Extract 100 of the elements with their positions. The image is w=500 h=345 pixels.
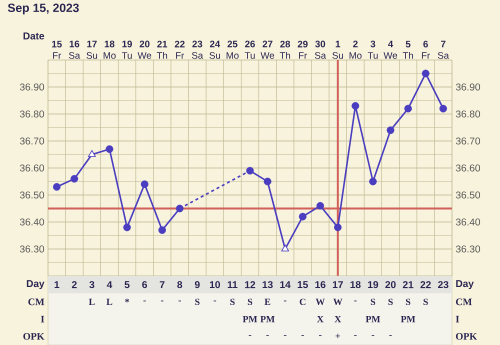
y-tick-label: CM [28, 298, 44, 306]
text: S [406, 298, 410, 306]
text: - [214, 300, 216, 302]
text: X [334, 316, 342, 322]
x-tick-label: 6 [142, 281, 148, 288]
x-tick-label: 6 Fr [422, 40, 430, 59]
point [176, 204, 184, 212]
x-tick-label: 19 [368, 281, 378, 288]
point [316, 202, 324, 210]
x-tick-label: 5 Th [402, 40, 414, 59]
x-tick-label: 29 Fr [298, 40, 308, 59]
text: S [388, 298, 393, 306]
x-tick-label: 3 [89, 281, 94, 288]
x-tick-label: 2 Mo [350, 40, 362, 59]
text: Day [456, 280, 474, 290]
y2-tick-label: I [456, 316, 460, 322]
text: - [266, 335, 269, 336]
x-tick-label: 28 Th [280, 40, 290, 59]
x-axis-title: Day [26, 280, 44, 290]
x-tick-label: 11 [228, 281, 238, 288]
x-tick-label: 20 [385, 281, 396, 288]
text: - [354, 300, 357, 302]
point [439, 104, 448, 112]
y-tick-label: I [40, 316, 44, 322]
y-tick-label: 36.90 [20, 83, 44, 91]
text: - [178, 300, 181, 302]
y-tick-label: OPK [23, 333, 44, 340]
x-tick-label: 18 [350, 281, 361, 288]
point [158, 226, 166, 234]
x-tick-label: 16 [315, 281, 326, 288]
x-tick-label: 4 [106, 281, 112, 288]
point [264, 178, 272, 186]
text: W [316, 298, 325, 306]
text: S [195, 298, 200, 306]
x-tick-label: 27 We [260, 40, 274, 59]
point [369, 178, 377, 186]
text: - [301, 335, 304, 336]
x-tick-label: 10 [210, 281, 220, 288]
x-tick-label: 24 Su [210, 40, 220, 59]
text: X [317, 316, 324, 322]
x-tick-label: 2 [72, 281, 77, 288]
point [246, 166, 254, 174]
text: * [125, 298, 130, 302]
text: L [88, 298, 95, 305]
x-tick-label: 8 [177, 281, 182, 288]
text: - [284, 335, 286, 336]
x-tick-label: 1 [54, 281, 60, 288]
text: - [143, 300, 146, 302]
y2-tick-label: 36.90 [456, 83, 480, 91]
text: PM [242, 316, 258, 322]
y-tick-label: 36.70 [20, 137, 44, 145]
text: E [264, 298, 270, 305]
x-tick-label: 16 Sa [68, 40, 80, 59]
x-tick-label: 23 [438, 281, 448, 288]
point [404, 104, 412, 112]
text: - [160, 300, 164, 302]
text: - [284, 300, 286, 302]
y2-tick-label: CM [456, 298, 472, 306]
x-tick-label: 9 [194, 281, 200, 288]
x-tick-label: 15 [298, 281, 308, 288]
x-tick-label: 23 Sa [192, 40, 204, 59]
x-tick-label: 22 Fr [174, 40, 185, 59]
point [52, 183, 61, 191]
point [298, 212, 306, 220]
point [123, 224, 131, 232]
x-tick-label: 3 Tu [368, 40, 378, 59]
text: S [424, 298, 428, 306]
x-tick-label: 1 Su [332, 40, 343, 59]
point [281, 244, 289, 252]
text: - [319, 335, 322, 336]
y-tick-label: 36.40 [20, 218, 44, 226]
y-tick-label: 36.80 [20, 110, 44, 118]
point [106, 145, 114, 153]
x-tick-label: 5 [124, 281, 130, 288]
text: - [372, 335, 374, 336]
text: PM [260, 316, 275, 322]
y2-tick-label: 36.30 [456, 245, 480, 253]
point [70, 175, 78, 183]
x-tick-label: 17 Su [86, 40, 98, 59]
point [352, 102, 360, 110]
x-tick-label: 4 We [384, 40, 398, 59]
x-tick-label: 15 Fr [52, 40, 62, 59]
text: S [248, 298, 252, 306]
x-tick-label: 18 Mo [104, 40, 116, 59]
y2-tick-label: 36.60 [456, 164, 480, 172]
text: PM [400, 316, 416, 322]
y2-tick-label: OPK [456, 333, 478, 340]
y-tick-label: 36.50 [20, 191, 44, 199]
x-tick-label: 21 [402, 281, 414, 288]
point [422, 70, 430, 78]
x-tick-label: 21 Th [156, 40, 168, 59]
chart-title: Sep 15, 2023 [8, 4, 79, 14]
y2-tick-label: 36.40 [456, 218, 480, 226]
x-tick-label: 26 Tu [244, 40, 255, 59]
y-tick-label: 36.30 [20, 245, 44, 253]
x-tick-label: 19 Tu [122, 40, 132, 59]
point [386, 126, 394, 134]
point [88, 150, 96, 157]
text: - [354, 335, 357, 336]
x-tick-label: 30 Sa [314, 40, 326, 59]
